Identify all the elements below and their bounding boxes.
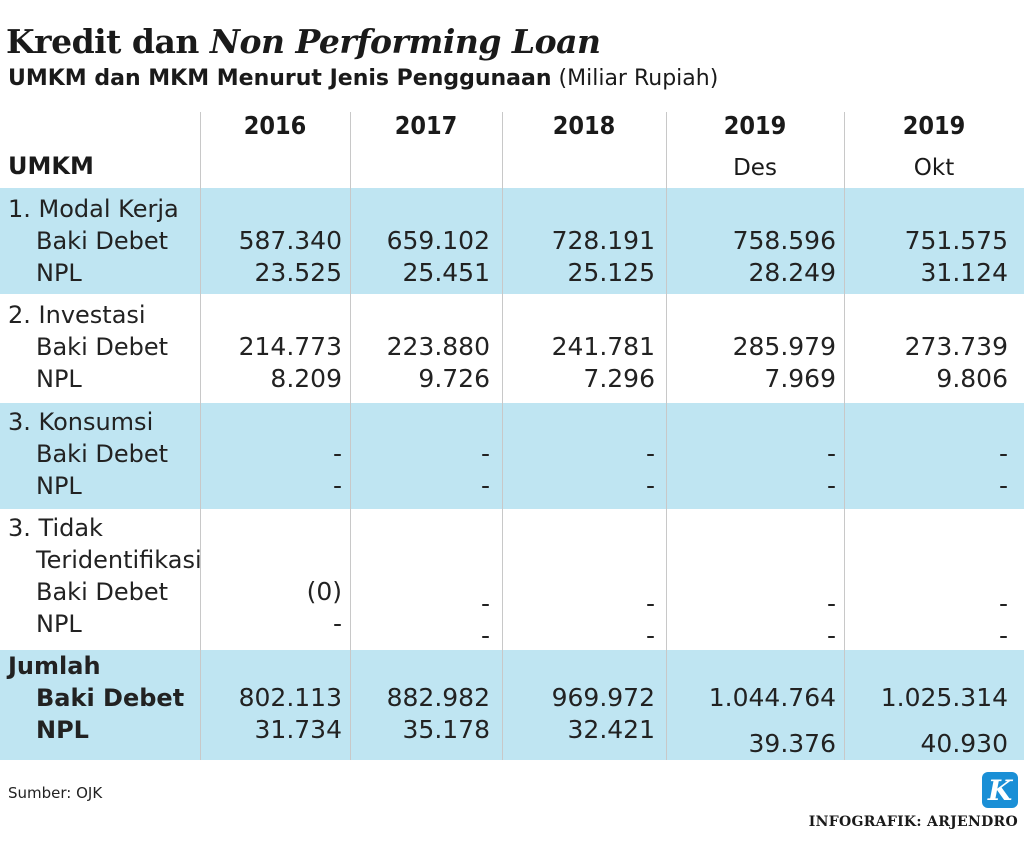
column-subheading: Okt	[913, 155, 955, 181]
baki-debet-value: 285.979	[732, 332, 836, 361]
chart-subtitle: UMKM dan MKM Menurut Jenis Penggunaan (M…	[8, 63, 718, 95]
total-baki-value: 1.025.314	[880, 683, 1008, 712]
baki-debet-value: 241.781	[551, 332, 655, 361]
baki-debet-value: 214.773	[238, 332, 342, 361]
total-baki-value: 969.972	[551, 683, 655, 712]
band-modal-kerja	[0, 188, 1024, 294]
baki-debet-value: 587.340	[238, 226, 342, 255]
npl-label: NPL	[36, 259, 82, 287]
total-baki-value: 802.113	[238, 683, 342, 712]
total-npl-value: 32.421	[567, 715, 655, 744]
total-baki-label: Baki Debet	[36, 684, 185, 712]
npl-value: 28.249	[748, 258, 836, 287]
band-jumlah	[0, 650, 1024, 760]
logo-bg	[982, 772, 1018, 808]
total-npl-value: 31.734	[254, 715, 342, 744]
baki-debet-value: -	[826, 589, 836, 618]
baki-debet-value: 223.880	[386, 332, 490, 361]
npl-value: -	[645, 471, 655, 500]
group-title: 3. Tidak	[8, 514, 103, 542]
baki-debet-value: -	[998, 589, 1008, 618]
npl-value: -	[826, 621, 836, 650]
npl-value: 9.806	[936, 364, 1008, 393]
chart-title: Kredit dan Non Performing Loan	[6, 22, 601, 62]
npl-value: 9.726	[418, 364, 490, 393]
column-year: 2017	[394, 111, 458, 140]
npl-value: -	[645, 621, 655, 650]
npl-value: 25.125	[567, 258, 655, 287]
column-subheading	[200, 152, 350, 184]
band-konsumsi	[0, 403, 1024, 509]
baki-debet-label: Baki Debet	[36, 333, 169, 361]
subtitle-bold: UMKM dan MKM Menurut Jenis Penggunaan	[8, 66, 552, 91]
npl-value: 7.969	[764, 364, 836, 393]
group-title-cont: Teridentifikasi	[36, 546, 202, 574]
baki-debet-value: 273.739	[904, 332, 1008, 361]
kompas-logo-icon: K	[982, 772, 1018, 808]
baki-debet-value: -	[645, 439, 655, 468]
total-title: Jumlah	[8, 652, 101, 680]
group-title: 2. Investasi	[8, 301, 146, 329]
baki-debet-value: -	[998, 439, 1008, 468]
logo-letter: K	[987, 774, 1014, 807]
column-divider	[200, 112, 201, 760]
column-year: 2016	[243, 111, 307, 140]
npl-value: 31.124	[920, 258, 1008, 287]
npl-value: -	[480, 471, 490, 500]
baki-debet-value: -	[645, 589, 655, 618]
npl-value: 8.209	[270, 364, 342, 393]
column-subheading	[502, 152, 666, 184]
baki-debet-label: Baki Debet	[36, 440, 169, 468]
baki-debet-value: -	[826, 439, 836, 468]
baki-debet-value: -	[332, 439, 342, 468]
baki-debet-value: 751.575	[904, 226, 1008, 255]
baki-debet-label: Baki Debet	[36, 578, 169, 606]
npl-value: -	[826, 471, 836, 500]
column-divider	[502, 112, 503, 760]
total-npl-value: 40.930	[920, 729, 1008, 758]
total-npl-label: NPL	[36, 716, 89, 744]
column-year: 2019	[902, 111, 966, 140]
total-baki-value: 882.982	[386, 683, 490, 712]
baki-debet-value: 758.596	[732, 226, 836, 255]
npl-value: -	[332, 471, 342, 500]
npl-label: NPL	[36, 365, 82, 393]
title-italic: Non Performing Loan	[209, 22, 601, 61]
baki-debet-value: (0)	[306, 577, 342, 606]
column-year: 2018	[552, 111, 616, 140]
total-npl-value: 39.376	[748, 729, 836, 758]
baki-debet-value: -	[480, 589, 490, 618]
column-divider	[666, 112, 667, 760]
baki-debet-value: 659.102	[386, 226, 490, 255]
column-divider	[844, 112, 845, 760]
baki-debet-value: 728.191	[551, 226, 655, 255]
section-label: UMKM	[8, 152, 94, 180]
column-divider	[350, 112, 351, 760]
npl-value: -	[998, 621, 1008, 650]
group-title: 1. Modal Kerja	[8, 195, 179, 223]
npl-value: -	[332, 609, 342, 638]
baki-debet-label: Baki Debet	[36, 227, 169, 255]
npl-value: 23.525	[254, 258, 342, 287]
npl-value: -	[998, 471, 1008, 500]
subtitle-unit: (Miliar Rupiah)	[558, 66, 719, 91]
column-year: 2019	[723, 111, 787, 140]
npl-value: 7.296	[583, 364, 655, 393]
title-plain: Kredit dan	[6, 22, 210, 61]
npl-label: NPL	[36, 472, 82, 500]
group-title: 3. Konsumsi	[8, 408, 154, 436]
total-npl-value: 35.178	[402, 715, 490, 744]
total-baki-value: 1.044.764	[708, 683, 836, 712]
source-note: Sumber: OJK	[8, 784, 103, 802]
npl-value: 25.451	[402, 258, 490, 287]
column-subheading	[350, 152, 502, 184]
npl-label: NPL	[36, 610, 82, 638]
credit-label: INFOGRAFIK: ARJENDRO	[808, 814, 1018, 830]
baki-debet-value: -	[480, 439, 490, 468]
column-subheading: Des	[733, 155, 777, 181]
npl-value: -	[480, 621, 490, 650]
